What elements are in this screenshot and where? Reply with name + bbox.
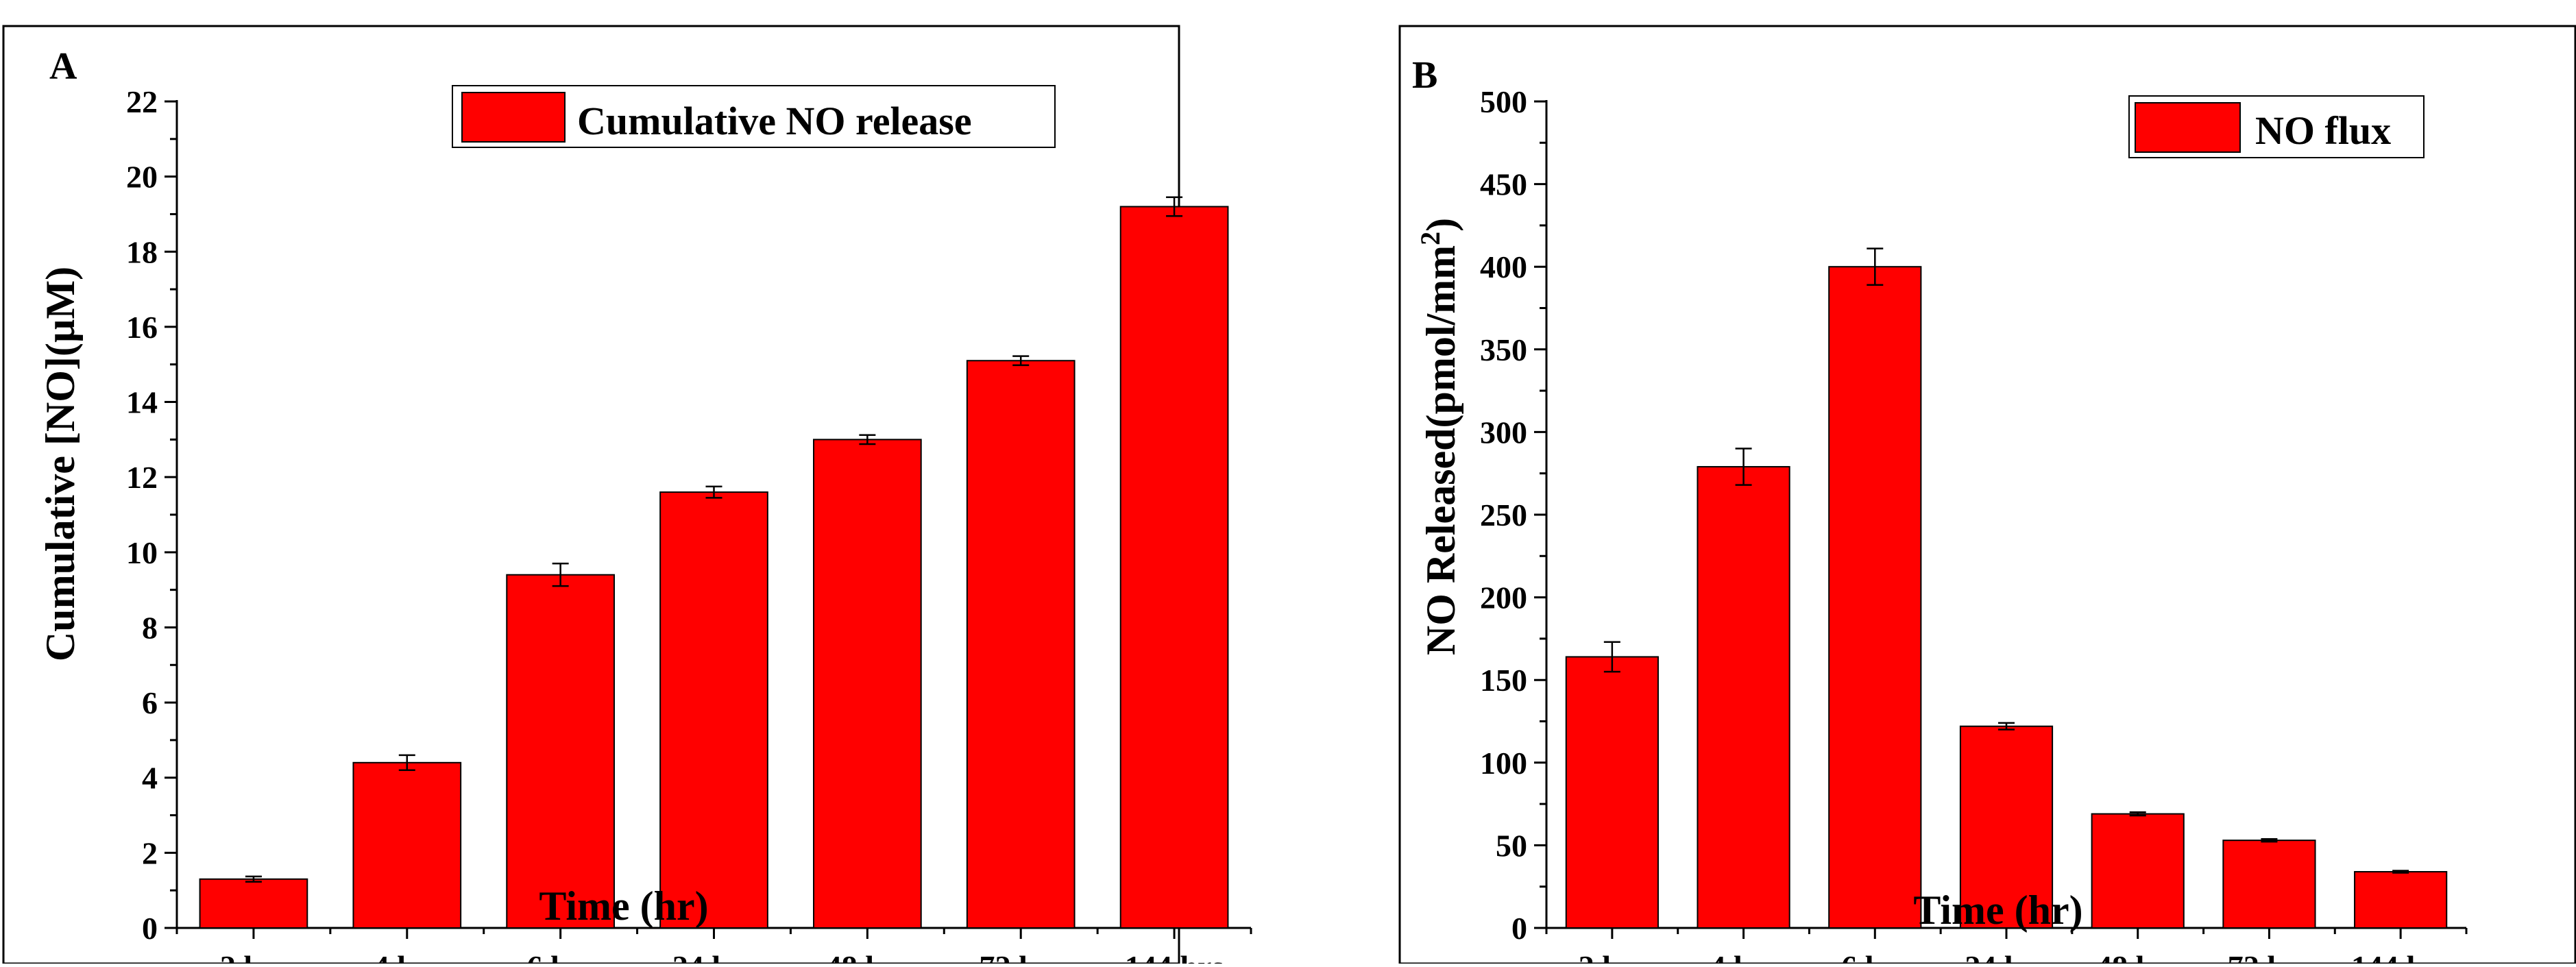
bar — [2222, 840, 2316, 929]
legend-label: NO flux — [2255, 108, 2391, 153]
bar — [1828, 266, 1922, 929]
y-tick-label: 2 — [142, 835, 158, 870]
y-tick-label: 10 — [126, 535, 158, 570]
x-tick-label: 4 hrs — [374, 949, 441, 964]
legend-swatch — [461, 92, 566, 143]
legend-label: Cumulative NO release — [577, 99, 972, 143]
x-axis-title: Time (hr) — [539, 883, 708, 929]
y-tick-label: 16 — [126, 310, 158, 345]
x-tick-label: 6 hrs — [526, 949, 594, 964]
bar — [659, 491, 768, 929]
y-tick-label: 8 — [142, 610, 158, 645]
panel-letter: A — [49, 45, 77, 88]
y-tick-label: 4 — [142, 761, 158, 796]
y-tick-label: 12 — [126, 460, 158, 495]
x-tick-label: 48 hrs — [826, 949, 909, 964]
chart-panel-a: A 0 2 4 6 8 10 12 14 16 18 20 22 2 hrs 4 hrs 6 hrs 24 hr… — [2, 25, 1252, 967]
x-tick-label: 144 hrs — [2351, 949, 2450, 964]
y-tick-label: 22 — [126, 84, 158, 119]
y-tick-label: 400 — [1480, 249, 1527, 284]
bar — [199, 878, 308, 929]
x-tick-label: 24 hrs — [672, 949, 755, 964]
y-tick-label: 450 — [1480, 167, 1527, 202]
y-tick-label: 0 — [142, 911, 158, 946]
x-tick-label: 144 hrs — [1125, 949, 1224, 964]
y-tick-label: 0 — [1511, 911, 1527, 946]
x-axis-title: Time (hr) — [1913, 888, 2082, 933]
y-tick-label: 14 — [126, 385, 158, 420]
y-axis-title-main: NO Released(pmol/mm — [1418, 245, 1463, 655]
y-axis-title-superscript: 2 — [1415, 232, 1446, 245]
bar — [1119, 206, 1229, 929]
x-tick-label: 48 hrs — [2096, 949, 2179, 964]
bar — [1697, 466, 1790, 929]
y-axis-title-main: Cumulative [NO](µM) — [38, 267, 83, 661]
legend-swatch — [2135, 102, 2241, 153]
y-tick-label: 300 — [1480, 415, 1527, 450]
y-axis-title: Cumulative [NO](µM) — [38, 267, 83, 661]
y-axis-title-suffix: ) — [1418, 218, 1463, 232]
y-tick-label: 100 — [1480, 746, 1527, 781]
y-tick-label: 50 — [1496, 828, 1527, 863]
bar — [506, 574, 615, 929]
y-axis-title: NO Released(pmol/mm2) — [1415, 218, 1463, 655]
x-tick-label: 4 hrs — [1710, 949, 1777, 964]
x-tick-label: 72 hrs — [980, 949, 1062, 964]
y-tick-label: 150 — [1480, 663, 1527, 698]
bar — [2354, 870, 2448, 929]
bar — [966, 360, 1076, 929]
panel-letter: B — [1412, 54, 1437, 97]
bar — [352, 761, 462, 929]
x-tick-label: 72 hrs — [2228, 949, 2311, 964]
bar — [2091, 813, 2185, 929]
y-tick-label: 18 — [126, 234, 158, 269]
x-tick-label: 6 hrs — [1841, 949, 1908, 964]
y-tick-label: 20 — [126, 160, 158, 195]
y-tick-label: 200 — [1480, 580, 1527, 615]
chart-panel-b: B 0 50 100 150 200 250 300 350 400 450 500 2 hrs 4 hr… — [1398, 25, 2576, 967]
x-tick-label: 24 hrs — [1965, 949, 2048, 964]
bar — [813, 439, 922, 929]
y-tick-label: 250 — [1480, 498, 1527, 533]
legend: NO flux — [2128, 95, 2425, 158]
legend: Cumulative NO release — [452, 85, 1056, 148]
bar — [1959, 725, 2054, 929]
y-tick-label: 6 — [142, 685, 158, 720]
bar — [1565, 656, 1659, 929]
y-tick-label: 350 — [1480, 332, 1527, 367]
x-tick-label: 2 hrs — [1579, 949, 1646, 964]
y-tick-label: 500 — [1480, 84, 1527, 119]
x-tick-label: 2 hrs — [220, 949, 287, 964]
